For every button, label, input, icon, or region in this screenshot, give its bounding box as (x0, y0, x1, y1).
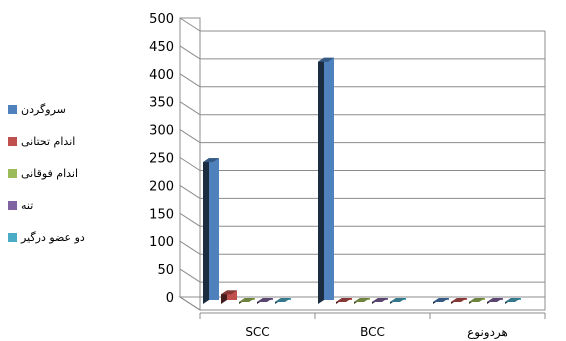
gridline-depth (179, 212, 201, 227)
bar (487, 298, 503, 304)
bar (203, 158, 219, 304)
bar-top (336, 298, 352, 302)
legend-item: دو عضو درگیر (8, 228, 158, 246)
bar (433, 298, 449, 304)
bar (336, 298, 352, 304)
bar (451, 298, 467, 304)
gridline-depth (179, 45, 201, 60)
legend-swatch (8, 200, 17, 210)
bar-top (203, 158, 219, 163)
y-tick-label: 0 (166, 291, 174, 306)
legend-label: اندام فوقانی (21, 166, 79, 180)
legend-label: سروگردن (21, 102, 66, 116)
legend: سروگردن اندام تحتانی اندام فوقانی تنه دو… (8, 100, 158, 260)
legend-item: تنه (8, 196, 158, 214)
gridlines (179, 17, 546, 311)
legend-swatch (8, 136, 17, 146)
gridline-depth (179, 157, 201, 171)
gridline-depth (179, 101, 201, 116)
bar (257, 298, 273, 304)
bar-top (354, 298, 370, 302)
x-category-label: SCC (245, 325, 269, 339)
gridline-depth (179, 73, 201, 88)
gridline-depth (179, 17, 201, 32)
y-tick-label: 450 (149, 40, 174, 55)
legend-label: دو عضو درگیر (21, 230, 85, 244)
gridline-depth (179, 296, 201, 311)
legend-swatch (8, 104, 17, 114)
x-axis-categories: SCC BCC هردونوع (245, 325, 508, 340)
y-tick-label: 50 (157, 263, 174, 278)
bar-side (203, 158, 209, 304)
y-tick-label: 400 (149, 68, 174, 83)
bar (505, 298, 521, 304)
bar-top (275, 298, 291, 302)
legend-label: اندام تحتانی (21, 134, 76, 148)
y-tick-label: 200 (149, 179, 174, 194)
bar-face (209, 158, 219, 300)
legend-item: اندام فوقانی (8, 164, 158, 182)
bar (372, 298, 388, 304)
bar-face (227, 290, 237, 300)
bar-top (239, 298, 255, 302)
bar-top (221, 290, 237, 295)
legend-item: سروگردن (8, 100, 158, 118)
bar (239, 298, 255, 304)
bar-face (324, 57, 334, 300)
bar-top (257, 298, 273, 302)
x-axis (199, 312, 546, 319)
gridline-depth (179, 240, 201, 255)
legend-item: اندام تحتانی (8, 132, 158, 150)
bar (390, 298, 406, 304)
legend-swatch (8, 232, 17, 242)
bar-top (390, 298, 406, 302)
y-tick-label: 500 (149, 12, 174, 27)
y-tick-label: 300 (149, 124, 174, 139)
bar-top (505, 298, 521, 302)
y-tick-label: 100 (149, 235, 174, 250)
gridline-depth (179, 184, 201, 199)
legend-swatch (8, 168, 17, 178)
bar-top (487, 298, 503, 302)
bar-top (372, 298, 388, 302)
bar-top (318, 57, 334, 62)
y-tick-label: 350 (149, 96, 174, 111)
bar (221, 290, 237, 304)
bar-side (318, 57, 324, 304)
bars (203, 57, 521, 304)
x-category-label: BCC (360, 325, 385, 339)
bar (275, 298, 291, 304)
gridline-depth (179, 129, 201, 144)
bar-top (433, 298, 449, 302)
bar (469, 298, 485, 304)
gridline-depth (179, 268, 201, 283)
x-category-label: هردونوع (467, 325, 508, 340)
y-tick-label: 150 (149, 207, 174, 222)
y-tick-label: 250 (149, 152, 174, 167)
y-axis-ticks: 0 50 100 150 200 250 300 350 400 450 500 (149, 12, 174, 306)
bar (354, 298, 370, 304)
bar (318, 57, 334, 304)
bar-top (469, 298, 485, 302)
legend-label: تنه (21, 198, 34, 212)
bar-top (451, 298, 467, 302)
